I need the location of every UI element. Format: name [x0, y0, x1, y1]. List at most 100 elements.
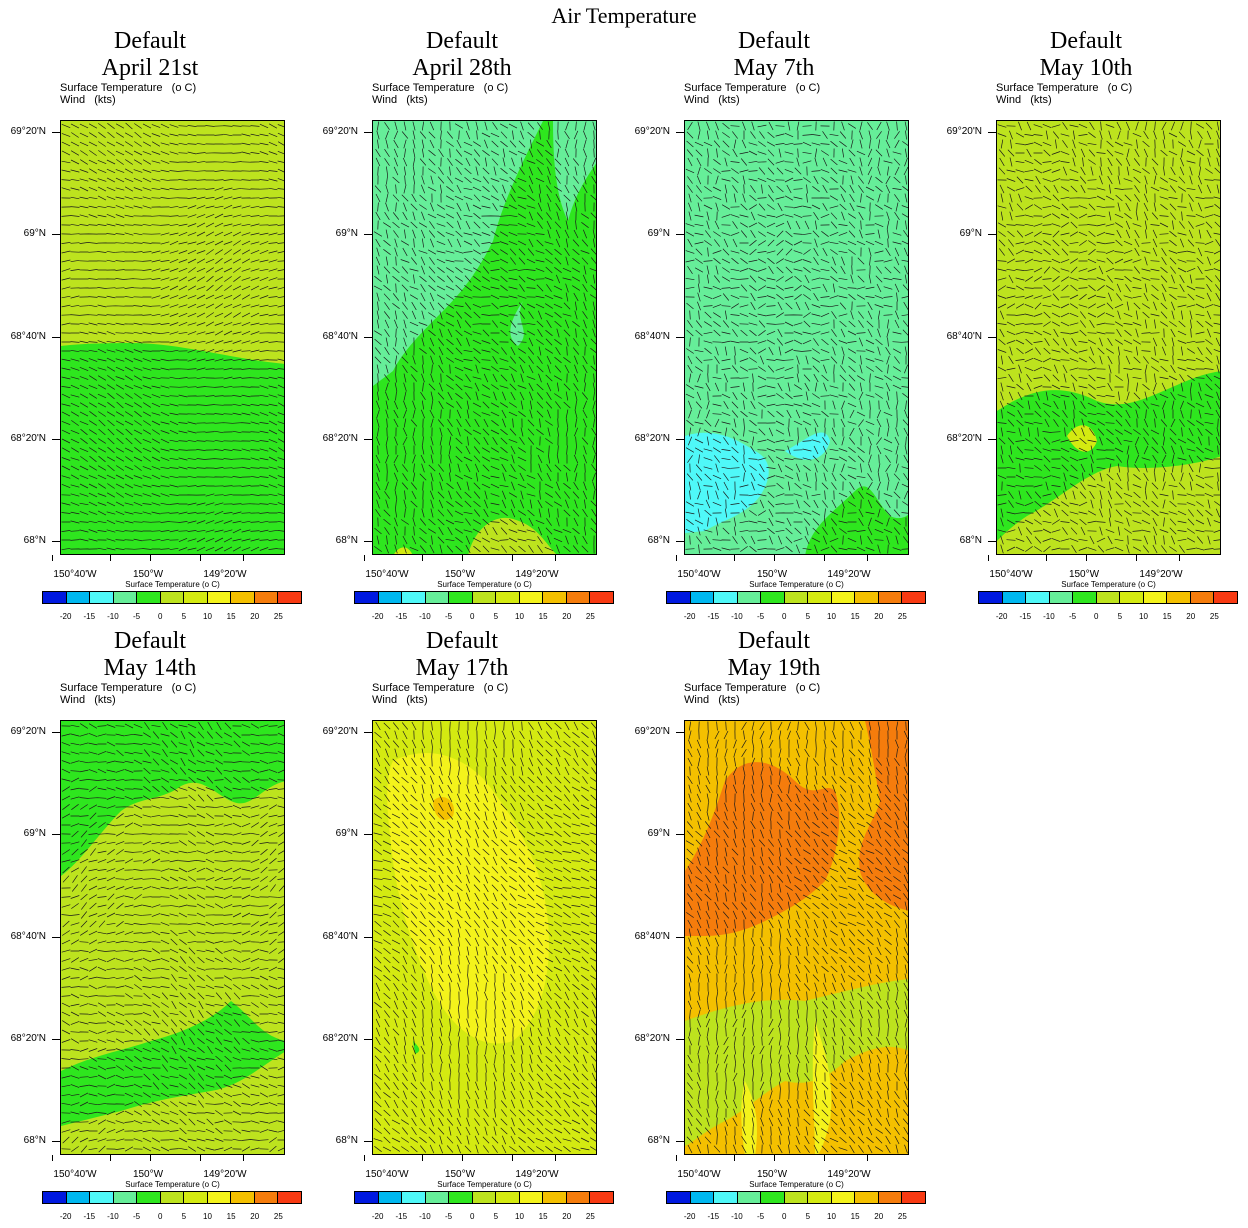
colorbar-swatch: [831, 1192, 856, 1203]
panel-title-date: April 21st: [101, 55, 199, 81]
latitude-tick-label: 69°20'N: [634, 126, 670, 137]
colorbar: [42, 591, 302, 604]
colorbar-level-label: -10: [107, 1212, 119, 1221]
latitude-tick: [52, 937, 60, 938]
colorbar-level-label: 25: [273, 1212, 283, 1221]
colorbar-level-label: 0: [1093, 612, 1099, 621]
latitude-tick: [364, 439, 372, 440]
colorbar-level-label: 20: [874, 612, 884, 621]
colorbar-swatch: [667, 592, 691, 603]
latitude-tick: [52, 1141, 60, 1142]
latitude-tick: [52, 834, 60, 835]
latitude-tick: [988, 337, 996, 338]
latitude-tick-label: 68°N: [647, 1135, 670, 1146]
temperature-contour-region: [859, 721, 908, 911]
longitude-tick: [824, 555, 825, 561]
colorbar-swatch: [449, 1192, 473, 1203]
map-plot-area: [60, 120, 285, 555]
latitude-tick-label: 69°N: [959, 228, 982, 239]
panel-title-date: May 19th: [727, 655, 821, 681]
colorbar-swatch: [737, 592, 762, 603]
longitude-tick-label: 150°W: [756, 1169, 788, 1180]
colorbar-swatch: [90, 592, 114, 603]
colorbar-swatch: [113, 592, 138, 603]
colorbar-level-label: -10: [731, 1212, 743, 1221]
latitude-tick: [52, 234, 60, 235]
panel-title-run: Default: [426, 628, 498, 654]
colorbar-title: Surface Temperature (o C): [125, 1180, 220, 1189]
longitude-tick: [200, 555, 201, 561]
map-plot-area: [372, 120, 597, 555]
colorbar-swatch: [590, 592, 614, 603]
colorbar-swatch: [160, 592, 185, 603]
latitude-tick: [364, 234, 372, 235]
colorbar-swatch: [543, 1192, 567, 1203]
colorbar-level-label: -10: [1043, 612, 1055, 621]
map-panel: Default May 19th Surface Temperature (o C)…: [624, 600, 926, 1221]
longitude-tick: [1179, 555, 1180, 561]
temperature-field: [685, 121, 908, 554]
temperature-contour-region: [1067, 425, 1097, 452]
colorbar-swatch: [1167, 592, 1191, 603]
temperature-contour-region: [685, 432, 769, 533]
colorbar-swatch: [113, 1192, 138, 1203]
colorbar-level-label: 5: [493, 612, 499, 621]
latitude-tick-label: 69°20'N: [10, 126, 46, 137]
longitude-tick-label: 150°40'W: [53, 1169, 97, 1180]
colorbar-level-label: -5: [132, 1212, 141, 1221]
latitude-tick: [988, 234, 996, 235]
colorbar-swatch: [1214, 592, 1238, 603]
colorbar-level-label: 20: [562, 1212, 572, 1221]
colorbar-level-label: 0: [157, 612, 163, 621]
colorbar-level-label: 20: [1186, 612, 1196, 621]
colorbar-level-label: -10: [731, 612, 743, 621]
colorbar-level-label: 25: [897, 612, 907, 621]
colorbar-level-label: -15: [707, 1212, 720, 1221]
latitude-tick-label: 68°N: [959, 535, 982, 546]
longitude-tick-label: 150°W: [444, 1169, 476, 1180]
latitude-tick-label: 68°40'N: [10, 931, 46, 942]
latitude-tick-label: 68°40'N: [634, 331, 670, 342]
latitude-tick: [988, 541, 996, 542]
latitude-tick: [364, 337, 372, 338]
temperature-contour-region: [685, 762, 840, 936]
latitude-tick: [676, 132, 684, 133]
panel-title-run: Default: [114, 28, 186, 54]
longitude-tick: [150, 1155, 151, 1161]
colorbar-level-label: -10: [107, 612, 119, 621]
longitude-tick-label: 149°20'W: [515, 1169, 559, 1180]
colorbar-swatch: [902, 592, 926, 603]
latitude-tick-label: 68°20'N: [10, 433, 46, 444]
temperature-contour-region: [61, 121, 284, 364]
latitude-tick-label: 68°20'N: [322, 433, 358, 444]
colorbar-swatch: [231, 1192, 255, 1203]
colorbar-level-label: -20: [683, 612, 696, 621]
colorbar-swatch: [1120, 592, 1144, 603]
map-plot-area: [60, 720, 285, 1155]
wind-vector-field: [685, 121, 908, 554]
longitude-tick: [150, 555, 151, 561]
field-label-temperature: Surface Temperature (o C): [60, 82, 197, 94]
colorbar-level-label: 15: [226, 612, 236, 621]
temperature-contour-region: [685, 979, 908, 1146]
wind-vectors: [997, 121, 1220, 554]
temperature-contour-region: [510, 301, 524, 346]
latitude-tick: [676, 1141, 684, 1142]
latitude-tick-label: 68°20'N: [634, 1033, 670, 1044]
colorbar-swatch: [254, 1192, 279, 1203]
longitude-tick: [988, 555, 989, 561]
longitude-tick: [512, 555, 513, 561]
colorbar-level-label: 5: [1117, 612, 1123, 621]
colorbar-swatch: [566, 592, 591, 603]
temperature-contour-region: [394, 547, 412, 554]
wind-vector-field: [61, 721, 284, 1153]
longitude-tick: [1086, 555, 1087, 561]
colorbar-level-label: 5: [181, 1212, 187, 1221]
field-label-temperature: Surface Temperature (o C): [684, 682, 821, 694]
colorbar-level-label: -5: [756, 1212, 765, 1221]
colorbar-swatch: [855, 1192, 879, 1203]
wind-vector-field: [997, 121, 1220, 554]
colorbar-swatch: [878, 592, 903, 603]
temperature-contour-region: [812, 1021, 832, 1154]
wind-vectors: [61, 721, 284, 1153]
